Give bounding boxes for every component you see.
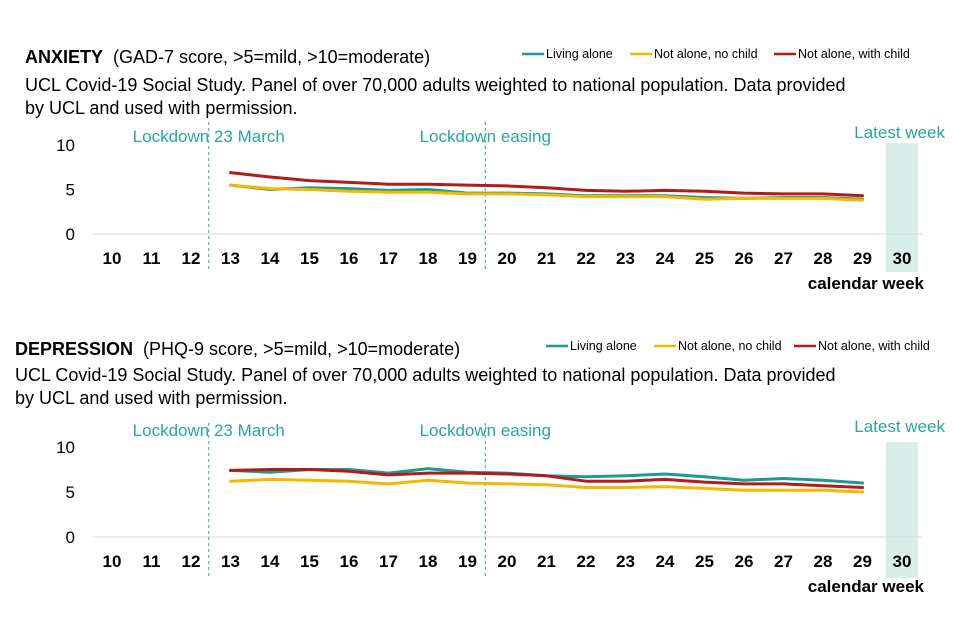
series-line-not-alone-no-child (229, 183, 864, 202)
x-tick-label: 17 (379, 249, 398, 268)
x-tick-label: 10 (103, 249, 122, 268)
x-tick-label: 25 (695, 552, 714, 571)
easing-annotation: Lockdown easing (420, 127, 551, 146)
x-tick-label: 18 (419, 249, 438, 268)
chart-title: DEPRESSION (PHQ-9 score, >5=mild, >10=mod… (15, 339, 460, 359)
x-tick-label: 26 (735, 552, 754, 571)
chart-subtitle-line2: by UCL and used with permission. (25, 98, 297, 118)
x-tick-label: 20 (498, 249, 517, 268)
chart-title-main: DEPRESSION (15, 339, 133, 359)
y-tick-label: 0 (66, 528, 75, 547)
x-tick-label: 11 (143, 552, 161, 571)
x-tick-label: 24 (656, 552, 675, 571)
latest-week-annotation: Latest week (854, 123, 945, 142)
x-tick-label: 12 (182, 552, 201, 571)
x-tick-label: 30 (893, 552, 912, 571)
x-tick-label: 22 (577, 552, 596, 571)
y-tick-label: 5 (66, 483, 75, 502)
chart-title-note: (GAD-7 score, >5=mild, >10=moderate) (113, 47, 430, 67)
legend-label-not-alone-no-child: Not alone, no child (654, 47, 758, 61)
x-tick-label: 22 (577, 249, 596, 268)
easing-annotation: Lockdown easing (420, 421, 551, 440)
legend-label-not-alone-no-child: Not alone, no child (678, 339, 782, 353)
x-tick-label: 21 (537, 249, 556, 268)
legend-label-living-alone: Living alone (546, 47, 613, 61)
chart-subtitle-line1: UCL Covid-19 Social Study. Panel of over… (25, 75, 846, 95)
x-tick-label: 16 (340, 552, 359, 571)
lockdown-annotation: Lockdown 23 March (133, 421, 285, 440)
x-axis-label: calendar week (808, 274, 925, 293)
x-tick-label: 20 (498, 552, 517, 571)
legend-label-not-alone-with-child: Not alone, with child (798, 47, 910, 61)
y-tick-label: 5 (66, 181, 75, 200)
series-line-not-alone-with-child (229, 468, 864, 489)
x-tick-label: 19 (458, 552, 477, 571)
x-tick-label: 14 (261, 249, 280, 268)
x-tick-label: 13 (221, 552, 240, 571)
x-tick-label: 28 (814, 249, 833, 268)
x-axis-label: calendar week (808, 577, 925, 596)
chart-subtitle-line2: by UCL and used with permission. (15, 388, 287, 408)
latest-week-band (886, 143, 918, 272)
x-tick-label: 25 (695, 249, 714, 268)
chart-subtitle-line1: UCL Covid-19 Social Study. Panel of over… (15, 365, 836, 385)
x-tick-label: 18 (419, 552, 438, 571)
x-tick-label: 19 (458, 249, 477, 268)
series-line-not-alone-no-child (229, 477, 864, 494)
x-tick-label: 29 (853, 552, 872, 571)
legend-label-living-alone: Living alone (570, 339, 637, 353)
anxiety-chart: ANXIETY (GAD-7 score, >5=mild, >10=modera… (25, 47, 945, 293)
x-tick-label: 27 (774, 249, 793, 268)
latest-week-annotation: Latest week (854, 417, 945, 436)
x-tick-label: 15 (300, 552, 319, 571)
chart-title-note: (PHQ-9 score, >5=mild, >10=moderate) (143, 339, 460, 359)
lockdown-annotation: Lockdown 23 March (133, 127, 285, 146)
x-tick-label: 12 (182, 249, 201, 268)
series-line-not-alone-with-child (229, 171, 864, 198)
x-tick-label: 23 (616, 552, 635, 571)
depression-chart: DEPRESSION (PHQ-9 score, >5=mild, >10=mod… (15, 339, 945, 596)
chart-title: ANXIETY (GAD-7 score, >5=mild, >10=modera… (25, 47, 430, 67)
x-tick-label: 11 (143, 249, 161, 268)
x-tick-label: 15 (300, 249, 319, 268)
x-tick-label: 29 (853, 249, 872, 268)
x-tick-label: 16 (340, 249, 359, 268)
x-tick-label: 23 (616, 249, 635, 268)
x-tick-label: 24 (656, 249, 675, 268)
x-tick-label: 10 (103, 552, 122, 571)
x-tick-label: 26 (735, 249, 754, 268)
x-tick-label: 30 (893, 249, 912, 268)
y-tick-label: 10 (56, 438, 75, 457)
x-tick-label: 21 (537, 552, 556, 571)
y-tick-label: 10 (56, 136, 75, 155)
x-tick-label: 17 (379, 552, 398, 571)
x-tick-label: 13 (221, 249, 240, 268)
latest-week-band (886, 442, 918, 578)
x-tick-label: 27 (774, 552, 793, 571)
chart-title-main: ANXIETY (25, 47, 103, 67)
x-tick-label: 28 (814, 552, 833, 571)
legend-label-not-alone-with-child: Not alone, with child (818, 339, 930, 353)
x-tick-label: 14 (261, 552, 280, 571)
y-tick-label: 0 (66, 225, 75, 244)
